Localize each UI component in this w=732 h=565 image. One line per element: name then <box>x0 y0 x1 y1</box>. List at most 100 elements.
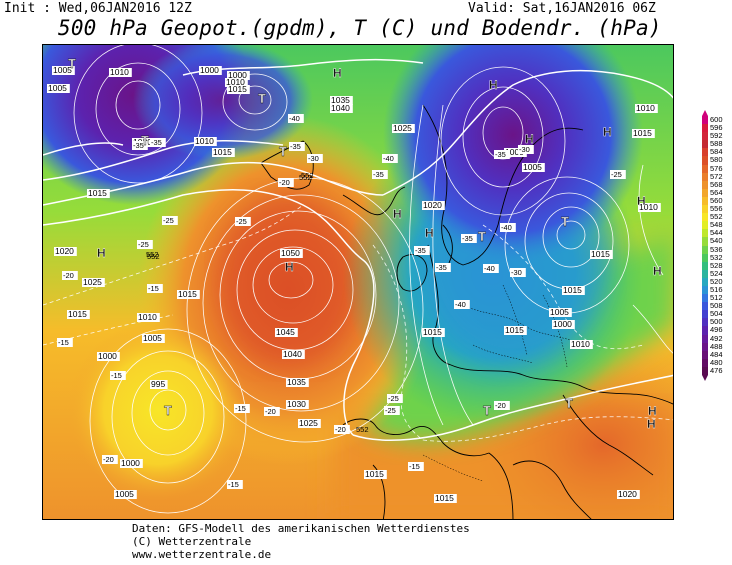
high-pressure-marker: H <box>97 246 106 260</box>
svg-text:1020: 1020 <box>618 489 637 499</box>
isotherm-label: -20 <box>494 401 510 410</box>
isotherm-label: -25 <box>610 170 626 179</box>
legend-row: 528 <box>698 261 732 270</box>
svg-text:1000: 1000 <box>505 147 524 157</box>
legend-swatch <box>702 277 708 286</box>
svg-text:-20: -20 <box>103 455 114 464</box>
legend-value: 492 <box>710 333 723 343</box>
svg-text:1015: 1015 <box>68 309 87 319</box>
legend-row: 492 <box>698 333 732 343</box>
legend-row: 516 <box>698 285 732 295</box>
isotherm-label: -20 <box>334 425 350 434</box>
legend-swatch <box>702 245 708 254</box>
legend-value: 496 <box>710 325 723 335</box>
legend-swatch <box>702 294 708 303</box>
legend-value: 588 <box>710 139 723 149</box>
low-pressure-marker: T <box>258 91 266 106</box>
legend-row: 532 <box>698 253 732 262</box>
legend-swatch <box>702 366 708 375</box>
legend-row: 480 <box>698 358 732 367</box>
isobar-label: 1000 <box>199 65 222 75</box>
isobar-label: 1015 <box>590 249 613 259</box>
geopotential-label: 552 <box>146 250 159 259</box>
svg-text:-25: -25 <box>385 406 396 415</box>
isobar-label: 1000 <box>227 70 250 80</box>
isotherm-label: -20 <box>102 455 118 464</box>
svg-text:552: 552 <box>146 250 159 259</box>
svg-text:-20: -20 <box>265 407 276 416</box>
legend-swatch <box>702 237 708 246</box>
isobar-label: 1015 <box>177 289 200 299</box>
isobar-label: 1035 <box>330 95 353 105</box>
svg-text:-25: -25 <box>236 217 247 226</box>
legend-value: 512 <box>710 293 723 303</box>
legend-swatch <box>702 285 708 295</box>
isobar-label: 1010 <box>194 136 217 146</box>
legend-swatch <box>702 180 708 189</box>
isotherm-label: -35 <box>414 246 430 255</box>
svg-text:1010: 1010 <box>195 136 214 146</box>
svg-text:552: 552 <box>301 171 314 180</box>
svg-text:1005: 1005 <box>115 489 134 499</box>
svg-text:-15: -15 <box>58 338 69 347</box>
high-pressure-marker: H <box>647 417 656 431</box>
isobar-label: 995 <box>150 379 168 389</box>
svg-text:-30: -30 <box>308 154 319 163</box>
svg-text:1025: 1025 <box>393 123 412 133</box>
svg-text:-25: -25 <box>138 240 149 249</box>
isobar-label: 1050 <box>280 248 303 258</box>
isobar-label: 1015 <box>87 188 110 198</box>
isotherm-label: -15 <box>110 371 126 380</box>
svg-text:-15: -15 <box>228 480 239 489</box>
legend-swatch <box>702 269 708 278</box>
svg-text:-35: -35 <box>133 141 144 150</box>
legend-value: 508 <box>710 301 723 311</box>
isobar-label: 1025 <box>392 123 415 133</box>
legend-value: 556 <box>710 204 723 214</box>
low-pressure-marker: T <box>565 396 573 411</box>
legend-value: 564 <box>710 187 723 197</box>
isotherm-label: -15 <box>57 338 73 347</box>
legend-value: 572 <box>710 171 723 181</box>
footer-credits: Daten: GFS-Modell des amerikanischen Wet… <box>132 522 470 561</box>
coastline-iceland <box>342 186 406 216</box>
isobar-label: 1020 <box>54 246 77 256</box>
legend-row: 584 <box>698 147 732 157</box>
legend-row: 496 <box>698 325 732 335</box>
low-pressure-marker: T <box>279 144 287 159</box>
low-pressure-marker: T <box>478 229 486 244</box>
isotherm-label: -40 <box>288 114 304 123</box>
high-pressure-marker: H <box>425 226 434 240</box>
svg-text:-35: -35 <box>373 170 384 179</box>
isobar-label: 1005 <box>549 307 572 317</box>
legend-value: 548 <box>710 220 723 230</box>
legend-value: 476 <box>710 365 723 375</box>
legend-value: 600 <box>710 115 723 124</box>
legend-row: 568 <box>698 180 732 189</box>
legend-swatch <box>702 124 708 133</box>
svg-text:1000: 1000 <box>553 319 572 329</box>
isobar-label: 1030 <box>286 399 309 409</box>
legend-swatch <box>702 188 708 197</box>
svg-text:-30: -30 <box>511 268 522 277</box>
isotherm-label: -15 <box>408 462 424 471</box>
legend-row: 524 <box>698 269 732 278</box>
legend-swatch <box>702 205 708 214</box>
isobar-label: 1010 <box>109 67 132 77</box>
svg-text:1025: 1025 <box>299 418 318 428</box>
svg-text:-40: -40 <box>501 223 512 232</box>
low-pressure-marker: T <box>68 56 76 71</box>
isobar-label: 1005 <box>522 162 545 172</box>
legend-row: 548 <box>698 220 732 230</box>
svg-text:-35: -35 <box>495 150 506 159</box>
isotherm-label: -30 <box>510 268 526 277</box>
legend-swatch <box>702 358 708 367</box>
isobar-label: 1005 <box>142 333 165 343</box>
isobar-label: 1015 <box>632 128 655 138</box>
legend-swatch <box>702 172 708 181</box>
svg-text:-15: -15 <box>409 462 420 471</box>
isobar-label: 1015 <box>422 327 445 337</box>
svg-text:-40: -40 <box>289 114 300 123</box>
init-time: Init : Wed,06JAN2016 12Z <box>4 1 192 16</box>
isotherm-label: -35 <box>494 150 510 159</box>
